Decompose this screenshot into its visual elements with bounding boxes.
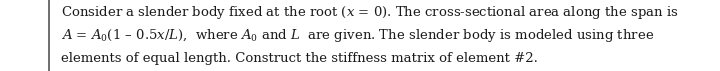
Text: Consider a slender body fixed at the root ($x$ = 0). The cross-sectional area al: Consider a slender body fixed at the roo… (61, 4, 679, 21)
Text: $A$ = $A_0$(1 – 0.5$x$/$L$),  where $A_0$ and $L$  are given. The slender body i: $A$ = $A_0$(1 – 0.5$x$/$L$), where $A_0$… (61, 27, 654, 44)
Text: elements of equal length. Construct the stiffness matrix of element #2.: elements of equal length. Construct the … (61, 52, 538, 65)
